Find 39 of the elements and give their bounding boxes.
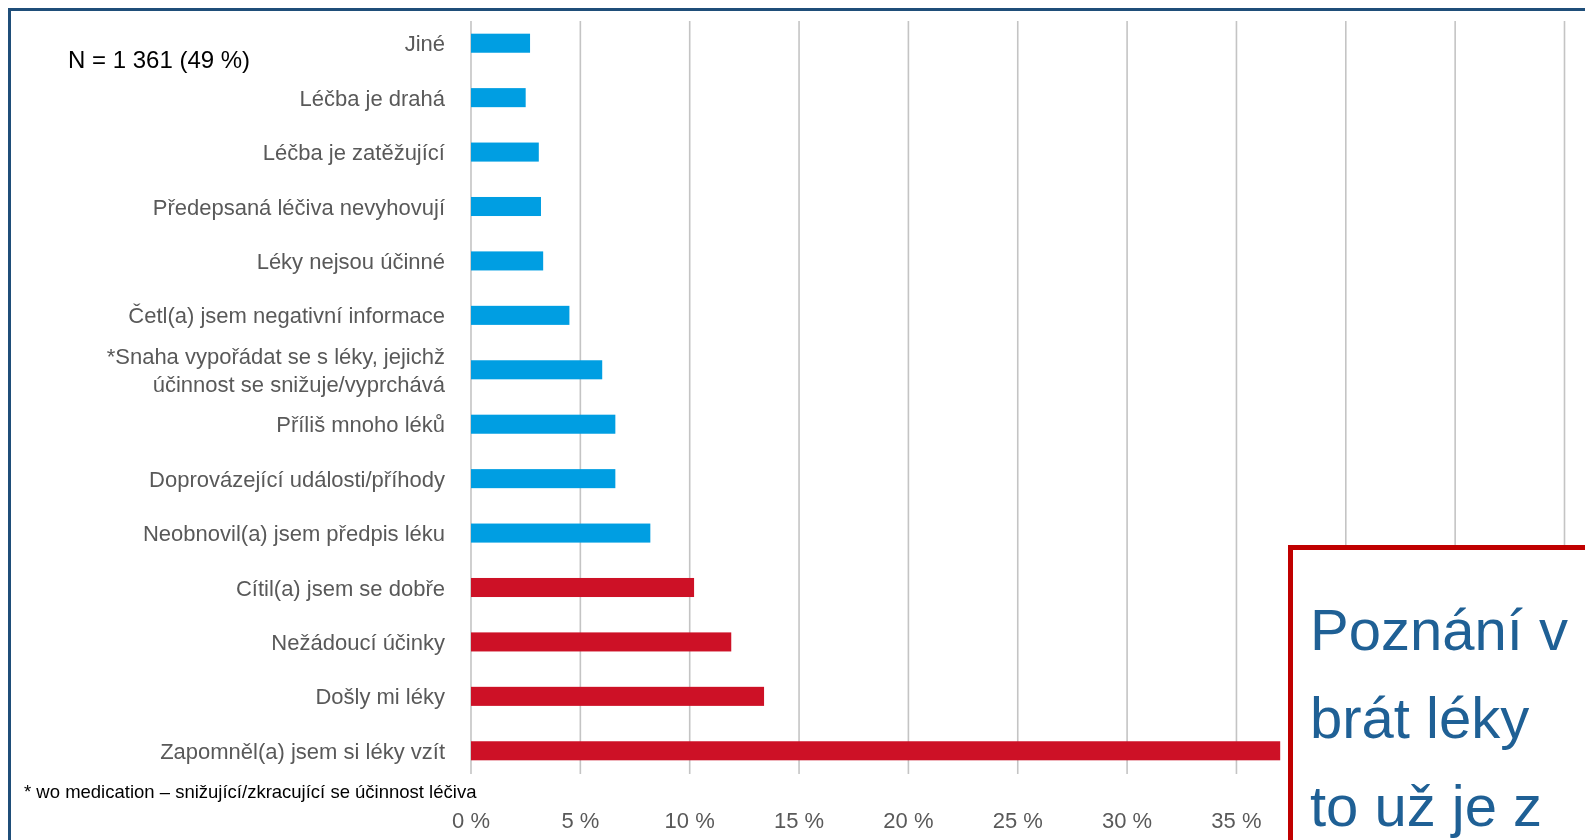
y-tick-label: Cítil(a) jsem se dobře xyxy=(235,575,445,600)
x-tick-label: 15 % xyxy=(773,807,825,833)
bar xyxy=(471,469,616,489)
y-tick-label: Léky nejsou účinné xyxy=(256,248,445,274)
y-tick-label: Příliš mnoho léků xyxy=(276,411,445,437)
bar xyxy=(471,414,616,434)
bar xyxy=(471,142,539,162)
y-tick-label: *Snaha vypořádat se s léky, jejichž účinnost se snižuje/vyprchává xyxy=(106,343,446,397)
annotation: Poznání v brát léky to už je z xyxy=(1310,597,1568,838)
x-tick-label: 25 % xyxy=(992,807,1043,833)
bar xyxy=(471,741,1281,761)
x-tick-label: 10 % xyxy=(664,807,715,833)
y-tick-label: Zapomněl(a) jsem si léky vzít xyxy=(160,738,445,764)
y-tick-label: Předepsaná léčiva nevyhovují xyxy=(152,194,445,219)
y-tick-label: Došly mi léky xyxy=(315,683,445,709)
x-tick-label: 5 % xyxy=(561,807,600,833)
bar xyxy=(471,305,570,325)
y-tick-label: Léčba je zatěžující xyxy=(262,139,445,165)
bar xyxy=(471,251,544,271)
bar xyxy=(471,360,603,380)
bar xyxy=(471,88,526,108)
text: N = 1 361 (49 %) xyxy=(68,46,251,73)
bar xyxy=(471,632,732,652)
bar xyxy=(471,196,541,217)
y-tick-label: Neobnovil(a) jsem předpis léku xyxy=(142,520,445,546)
bar xyxy=(471,523,651,543)
y-tick-label: Nežádoucí účinky xyxy=(271,629,445,655)
bar xyxy=(471,577,695,598)
text: * wo medication – snižující/zkracující se účinnost léčiva xyxy=(24,781,478,802)
bar xyxy=(471,33,531,53)
y-tick-label: Doprovázející události/příhody xyxy=(149,466,445,492)
bar xyxy=(471,686,765,706)
x-tick-label: 30 % xyxy=(1102,807,1153,833)
x-tick-label: 0 % xyxy=(452,807,490,833)
y-tick-label: Jiné xyxy=(404,30,445,56)
y-tick-label: Četl(a) jsem negativní informace xyxy=(128,302,445,328)
x-tick-label: 20 % xyxy=(883,807,934,833)
y-tick-label: Léčba je drahá xyxy=(299,85,446,111)
x-tick-label: 35 % xyxy=(1211,807,1262,833)
